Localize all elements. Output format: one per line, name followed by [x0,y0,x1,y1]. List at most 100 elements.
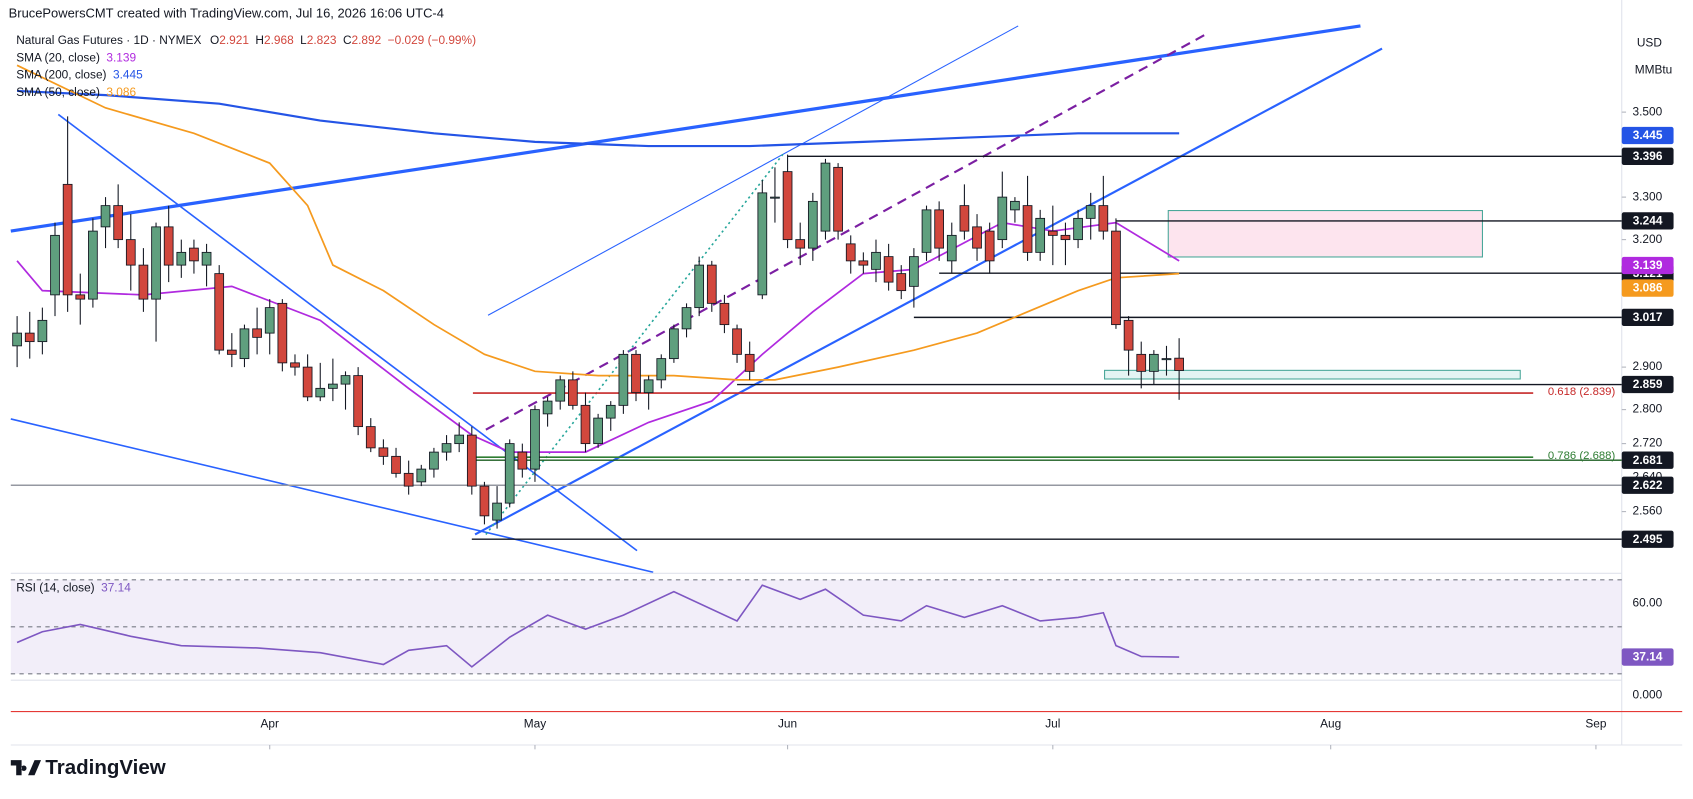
candle-body [871,251,881,270]
candle-body [934,209,944,249]
price-badge-label: 3.139 [1633,258,1663,272]
candle-body [138,264,149,300]
candle-body [631,353,641,394]
price-badge-label: 2.859 [1633,377,1663,391]
candle-body [1111,230,1121,326]
candle-body [744,353,755,372]
candle-body [37,319,48,343]
candle-body [530,409,540,470]
zone-box [1104,369,1521,380]
candle-body [264,307,275,334]
candle-body [555,379,566,402]
ohlc-value: 2.823 [307,33,337,47]
price-badge-label: 2.681 [1633,453,1663,467]
y-tick-label: 2.900 [1633,359,1663,373]
candle-body [189,247,199,262]
price-badge [1621,375,1674,394]
candle-body [694,264,705,309]
candle-body [1136,353,1147,372]
candle-body [328,383,338,389]
legend-title: Natural Gas Futures · 1D · NYMEX O2.921 H2… [16,33,476,47]
candle-body [1010,200,1020,211]
y-tick-label: 2.560 [1633,504,1663,518]
candle-body [820,162,831,232]
candle-body [896,273,907,292]
candle-body [113,205,124,241]
sma-line [17,89,1180,148]
price-badge-label: 3.086 [1633,281,1663,295]
x-tick-label: Jun [778,717,797,731]
candle-body [656,358,667,381]
price-badge [1621,530,1674,548]
lower-tick-label: 0.000 [1633,687,1663,701]
candle-body [151,226,161,300]
candle-body [1022,205,1033,253]
trend-line [474,47,1383,536]
x-tick-label: May [524,717,546,731]
y-tick-label: 2.720 [1633,436,1663,450]
candle-body [252,328,262,338]
price-badge [1621,147,1674,165]
change: −0.029 (−0.99%) [388,33,476,47]
candle-body [504,443,515,504]
candle-body [605,404,616,419]
candle-body [858,260,869,266]
y-tick-label: 3.500 [1633,104,1663,118]
ohlc-prefix: L [300,33,307,47]
candle-body [883,256,894,283]
price-badge-label: 37.14 [1633,650,1663,664]
candle-body [378,447,389,457]
y-tick-label: 3.300 [1633,189,1663,203]
legend-name: SMA (50, close) [16,85,100,99]
legend-value: 3.139 [106,50,136,64]
candle-body [226,349,237,355]
candle-body [454,434,465,445]
candle-body [466,434,477,487]
candle-body [277,302,288,364]
ohlc-value: 2.892 [352,33,382,47]
candle-body [669,328,679,360]
candle-body [568,379,578,406]
candle-body [62,183,73,296]
candle-body [757,192,768,296]
fib-label: 0.786 (2.688) [1548,450,1616,462]
candle-body [517,451,528,470]
candle-body [782,171,793,241]
candle-body [795,239,806,249]
candle-body [100,205,111,228]
attribution: BrucePowersCMT created with TradingView.… [9,5,444,20]
candle-body [972,226,982,249]
trend-line [10,24,1361,233]
ohlc-prefix: H [255,33,264,47]
rsi-tick-label: 60.00 [1633,595,1663,609]
ohlc-value: 2.968 [264,33,294,47]
candle-body [88,230,98,300]
candle-body [1161,358,1172,361]
legend-entry: SMA (20, close) 3.139 [16,50,136,64]
drawings [10,24,1521,574]
price-badge-label: 2.622 [1633,478,1663,492]
legend-entry: SMA (200, close) 3.445 [16,68,143,82]
logo: TradingView [10,756,166,779]
y-tick-label: 2.800 [1633,402,1663,416]
candle-body [176,251,187,266]
candle-body [997,196,1008,241]
trend-line [10,418,654,574]
candle-body [1073,217,1083,241]
candle-body [24,332,35,343]
candle-body [1060,234,1071,241]
rsi-line [16,584,1180,668]
candle-body [1047,230,1058,236]
candle-body [1174,357,1184,371]
candle-body [75,294,86,300]
symbol-name: Natural Gas Futures · 1D · NYMEX [16,33,201,47]
price-badge [1621,451,1674,469]
candle-body [12,332,22,347]
price-badge-label: 3.396 [1633,149,1663,163]
y-tick-label: 3.200 [1633,232,1663,246]
unit: MMBtu [1635,62,1673,76]
logo-icon [10,760,42,776]
price-badge-label: 3.017 [1633,310,1663,324]
logo-text: TradingView [45,756,165,779]
